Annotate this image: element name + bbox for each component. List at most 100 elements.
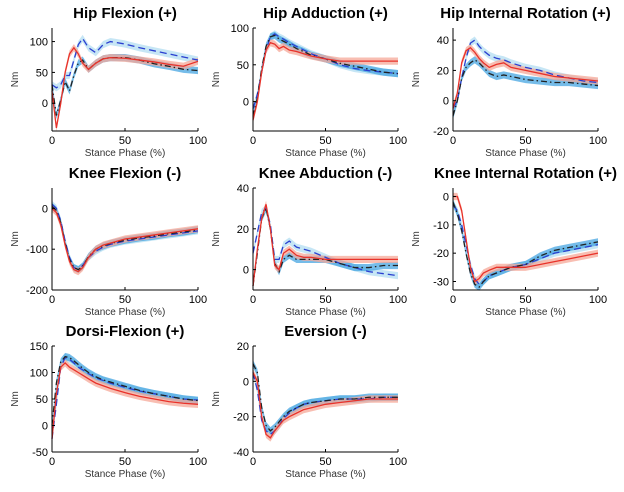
line-black-dashdot: [51, 355, 199, 426]
y-tick-label: 0: [243, 265, 249, 277]
y-axis-label: Nm: [10, 72, 21, 88]
band-red: [253, 39, 398, 124]
y-tick-label: 0: [443, 96, 449, 108]
subplot-eversion: Eversion (-) 0 50 100 -40 -20 0 20 Stance Phase …: [211, 323, 407, 480]
line-red: [252, 372, 398, 439]
y-axis-label: Nm: [211, 231, 222, 247]
line-blue-dashed: [252, 207, 399, 277]
band-blue-dashed: [52, 34, 198, 92]
y-tick-label: 0: [42, 203, 48, 215]
subplot-knee-internal-rotation: Knee Internal Rotation (+) 0 50 100 -30 -20 -1…: [411, 165, 617, 318]
subplot-title: Dorsi-Flexion (+): [66, 323, 185, 340]
subplot-title: Hip Internal Rotation (+): [440, 5, 610, 22]
y-tick-label: 40: [437, 35, 449, 47]
line-red: [452, 46, 599, 109]
x-axis-label: Stance Phase (%): [285, 307, 366, 318]
band-black-dashdot: [253, 359, 398, 435]
x-tick-label: 100: [189, 456, 207, 468]
x-tick-label: 0: [250, 456, 256, 468]
line-blue-dashed: [51, 37, 199, 89]
band-black-dashdot: [453, 198, 598, 291]
y-tick-label: 150: [30, 341, 48, 353]
line-black-dashdot: [252, 363, 398, 432]
band-red: [52, 359, 198, 443]
x-tick-label: 100: [189, 135, 207, 147]
y-tick-label: 20: [237, 224, 249, 236]
y-tick-label: -50: [32, 447, 48, 459]
y-tick-label: -20: [233, 412, 249, 424]
x-axis-label: Stance Phase (%): [85, 469, 166, 480]
line-blue-dashed: [452, 39, 599, 109]
y-tick-label: 40: [237, 183, 249, 195]
x-tick-label: 50: [119, 135, 131, 147]
x-tick-label: 0: [49, 135, 55, 147]
x-axis-label: Stance Phase (%): [285, 148, 366, 159]
x-tick-label: 50: [119, 294, 131, 306]
line-red: [252, 204, 398, 286]
y-axis-label: Nm: [411, 231, 422, 247]
x-tick-label: 50: [519, 135, 531, 147]
y-tick-label: 0: [443, 192, 449, 204]
y-tick-label: -20: [433, 126, 449, 138]
x-tick-label: 50: [319, 135, 331, 147]
y-tick-label: 100: [30, 368, 48, 380]
line-black-dashdot: [452, 59, 599, 117]
y-tick-label: 50: [237, 60, 249, 72]
subplot-title: Knee Abduction (-): [259, 165, 393, 182]
y-tick-label: 50: [36, 67, 48, 79]
x-tick-label: 50: [319, 294, 331, 306]
x-tick-label: 0: [450, 135, 456, 147]
x-axis-label: Stance Phase (%): [485, 148, 566, 159]
y-axis-label: Nm: [10, 231, 21, 247]
x-tick-label: 0: [250, 294, 256, 306]
y-tick-label: 20: [437, 65, 449, 77]
x-axis-label: Stance Phase (%): [485, 307, 566, 318]
x-tick-label: 0: [450, 294, 456, 306]
y-tick-label: -10: [433, 220, 449, 232]
y-tick-label: 100: [30, 37, 48, 49]
y-tick-label: -40: [233, 447, 249, 459]
y-tick-label: -100: [26, 244, 48, 256]
band-red: [253, 368, 398, 442]
y-axis-label: Nm: [411, 72, 422, 88]
y-tick-label: -200: [26, 285, 48, 297]
subplot-hip-internal-rotation: Hip Internal Rotation (+)0 50 100-2002040S…: [411, 5, 611, 159]
x-tick-label: 50: [119, 456, 131, 468]
subplot-title: Hip Flexion (+): [73, 5, 177, 22]
y-tick-label: 0: [42, 98, 48, 110]
y-axis-label: Nm: [211, 72, 222, 88]
line-red: [252, 41, 398, 121]
subplot-knee-flexion: Knee Flexion (-) 0 50 100 -200 -100 0 Stance Ph…: [10, 165, 207, 318]
band-red: [453, 192, 598, 286]
x-axis-label: Stance Phase (%): [85, 148, 166, 159]
line-red: [51, 207, 199, 273]
y-tick-label: 100: [231, 23, 249, 35]
y-tick-label: 0: [243, 376, 249, 388]
subplot-title: Knee Flexion (-): [69, 165, 182, 182]
line-black-dashdot: [252, 206, 398, 287]
y-tick-label: 0: [42, 421, 48, 433]
subplot-dorsi-flexion: Dorsi-Flexion (+)0 50 100-50050100150Stanc…: [10, 323, 207, 480]
x-tick-label: 100: [589, 294, 607, 306]
x-tick-label: 100: [389, 135, 407, 147]
x-tick-label: 50: [519, 294, 531, 306]
subplot-title: Hip Adduction (+): [263, 5, 388, 22]
line-black-dashdot: [452, 201, 599, 289]
subplot-title: Eversion (-): [284, 323, 367, 340]
x-tick-label: 100: [589, 135, 607, 147]
band-blue-dashed: [453, 36, 598, 112]
y-axis-label: Nm: [211, 391, 222, 407]
line-blue-dashed: [51, 203, 199, 271]
x-tick-label: 100: [389, 294, 407, 306]
subplot-title: Knee Internal Rotation (+): [434, 165, 617, 182]
x-tick-label: 0: [49, 456, 55, 468]
band-black-dashdot: [453, 56, 598, 120]
line-red: [453, 195, 599, 283]
y-tick-label: 20: [237, 341, 249, 353]
y-tick-label: -20: [433, 248, 449, 260]
x-axis-label: Stance Phase (%): [285, 469, 366, 480]
x-axis-label: Stance Phase (%): [85, 307, 166, 318]
y-tick-label: 50: [36, 394, 48, 406]
band-black-dashdot: [253, 31, 398, 120]
